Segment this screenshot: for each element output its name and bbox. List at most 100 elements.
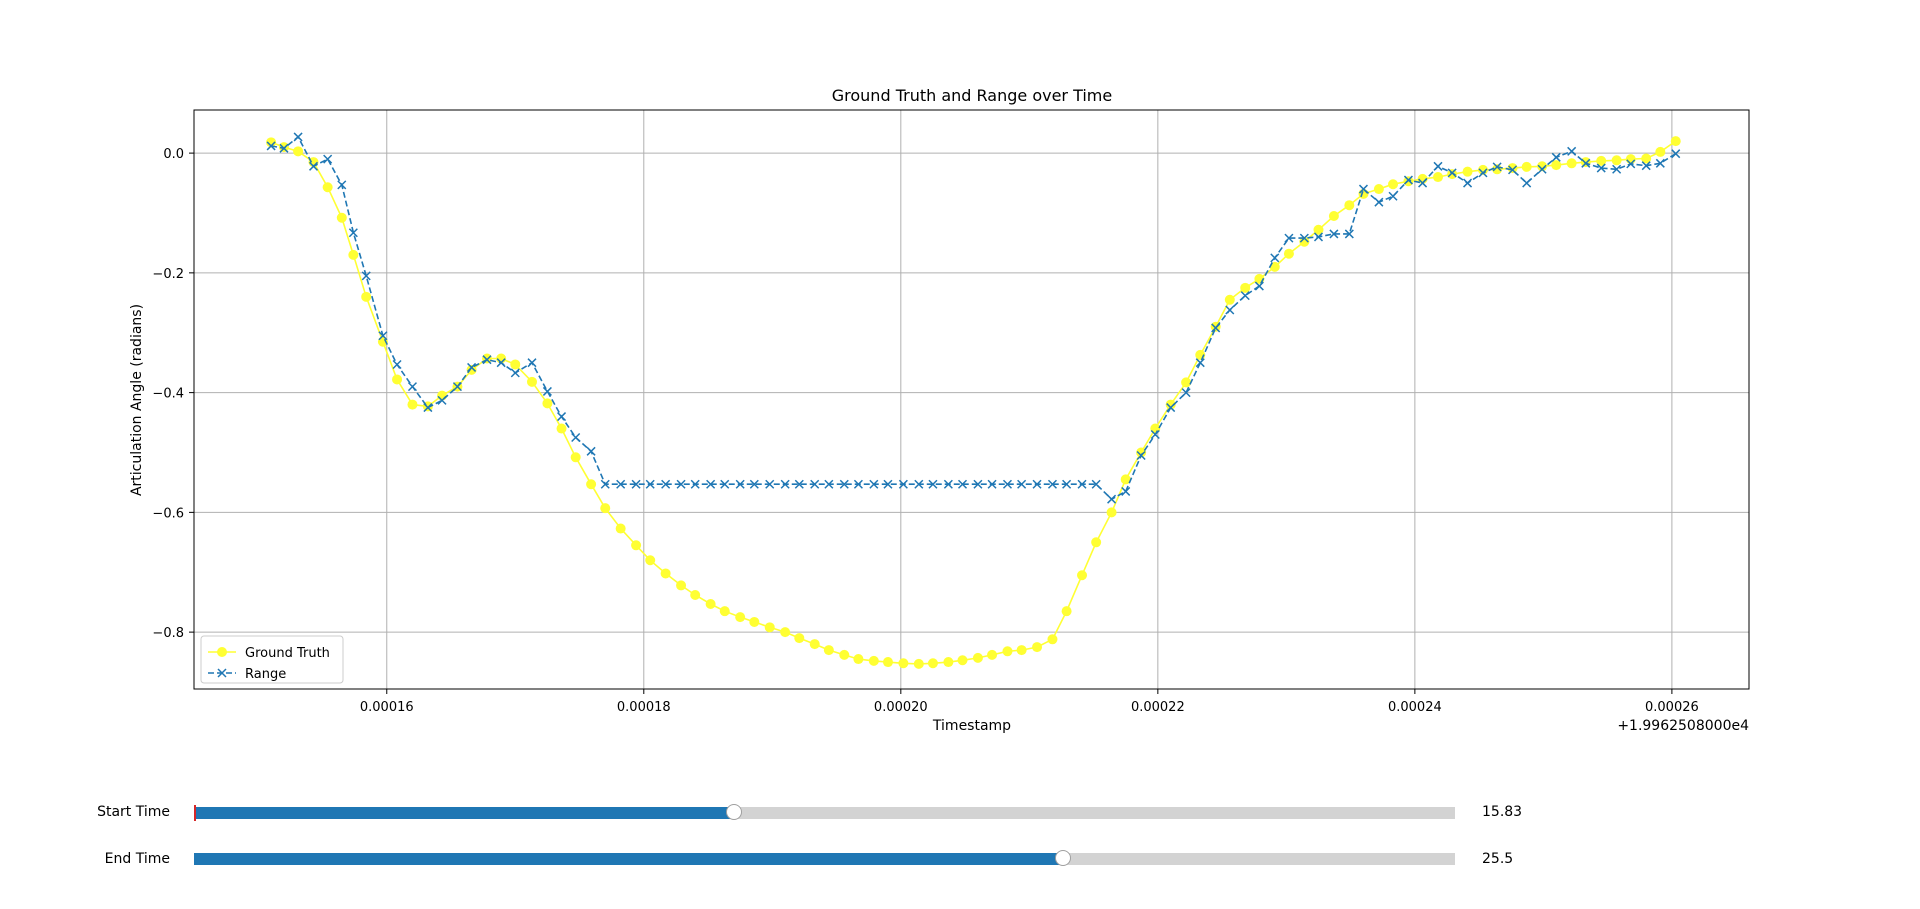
ground-truth-point (1077, 570, 1088, 581)
ground-truth-point (1002, 646, 1013, 657)
range-point (1612, 164, 1622, 174)
ground-truth-point (823, 645, 834, 656)
end-time-label: End Time (104, 851, 170, 867)
axis-ticks: 0.00016 0.00018 0.00020 0.00022 0.00024 0.000… (152, 147, 1698, 715)
ground-truth-point (1299, 236, 1310, 247)
y-tick-label: −0.8 (152, 626, 184, 641)
range-point (853, 479, 863, 489)
range-point (1225, 305, 1235, 315)
ground-truth-point (466, 364, 477, 375)
range-point (898, 479, 908, 489)
range-point (1671, 149, 1681, 159)
ground-truth-point (1611, 155, 1622, 166)
range-point (337, 180, 347, 190)
start-time-slider[interactable] (194, 804, 1455, 821)
ground-truth-point (437, 390, 448, 401)
ground-truth-point (943, 657, 954, 668)
plot-area-frame (193, 109, 1750, 690)
range-point (794, 479, 804, 489)
ground-truth-point (780, 627, 791, 638)
range-point (1077, 479, 1087, 489)
ground-truth-point (1433, 172, 1443, 183)
range-point (1433, 161, 1443, 171)
range-point (883, 479, 893, 489)
y-tick-label: −0.2 (152, 267, 184, 282)
range-line (270, 135, 1677, 501)
range-point (423, 403, 433, 413)
range-point (973, 479, 983, 489)
range-point (571, 432, 581, 443)
range-point (749, 479, 759, 489)
ground-truth-point (1016, 645, 1027, 656)
start-time-initial-marker (194, 805, 196, 821)
y-tick-label: −0.6 (152, 506, 184, 521)
start-time-slider-handle[interactable] (726, 804, 742, 820)
legend-marker-ground-truth (217, 647, 227, 657)
range-point (557, 412, 567, 422)
end-time-slider[interactable] (194, 850, 1455, 866)
range-point (1626, 159, 1636, 169)
range-point (1002, 479, 1013, 489)
ground-truth-point (1136, 447, 1147, 458)
ground-truth-point (336, 212, 347, 223)
ground-truth-point (1240, 282, 1251, 293)
range-point (1270, 253, 1280, 263)
ground-truth-point (266, 137, 277, 148)
range-point (361, 271, 371, 281)
legend: Ground Truth Range (200, 635, 344, 684)
legend-entry-ground-truth: Ground Truth (208, 646, 330, 661)
range-point (510, 368, 520, 378)
legend-label-ground-truth: Ground Truth (245, 646, 330, 661)
ground-truth-point (972, 652, 983, 663)
ground-truth-point (392, 374, 403, 385)
range-point (661, 479, 671, 489)
range-point (1047, 479, 1057, 489)
range-series (266, 132, 1681, 504)
ground-truth-point (1462, 166, 1473, 177)
range-point (1254, 281, 1264, 291)
range-point (1478, 168, 1488, 178)
ground-truth-point (1447, 169, 1458, 180)
ground-truth-point (1061, 606, 1072, 617)
range-point (1388, 191, 1398, 201)
ground-truth-point (1580, 157, 1591, 168)
range-point (1508, 165, 1518, 175)
range-point (482, 355, 492, 365)
range-point (690, 479, 700, 489)
ground-truth-point (631, 540, 642, 551)
range-point (1211, 323, 1221, 333)
range-point (616, 479, 626, 489)
range-point (1240, 291, 1250, 301)
x-offset-label: +1.9962508000e4 (1617, 718, 1749, 734)
range-point (735, 479, 745, 489)
ground-truth-point (1344, 200, 1355, 211)
ground-truth-point (1403, 176, 1414, 187)
ground-truth-point (809, 639, 820, 650)
range-point (1181, 388, 1191, 398)
range-point (1641, 161, 1651, 171)
chart-title: Ground Truth and Range over Time (832, 86, 1112, 105)
ground-truth-point (927, 658, 938, 669)
ground-truth-point (1358, 188, 1369, 199)
end-time-slider-handle[interactable] (1055, 850, 1071, 866)
start-time-value: 15.83 (1482, 804, 1523, 820)
range-point (1062, 479, 1072, 489)
ground-truth-point (1551, 160, 1562, 171)
range-point (1166, 403, 1176, 413)
legend-entry-range: Range (208, 667, 286, 682)
ground-truth-line (270, 140, 1677, 665)
ground-truth-point (1373, 184, 1384, 195)
ground-truth-point (322, 182, 333, 193)
ground-truth-point (1655, 146, 1666, 157)
ground-truth-point (1670, 136, 1681, 147)
ground-truth-point (853, 654, 864, 665)
ground-truth-point (407, 399, 418, 410)
range-point (631, 479, 641, 489)
ground-truth-point (913, 658, 924, 669)
ground-truth-point (1507, 163, 1518, 174)
range-point (378, 331, 388, 341)
range-point (645, 479, 655, 489)
range-point (720, 479, 730, 489)
range-point (392, 359, 402, 370)
ground-truth-point (1313, 224, 1324, 235)
